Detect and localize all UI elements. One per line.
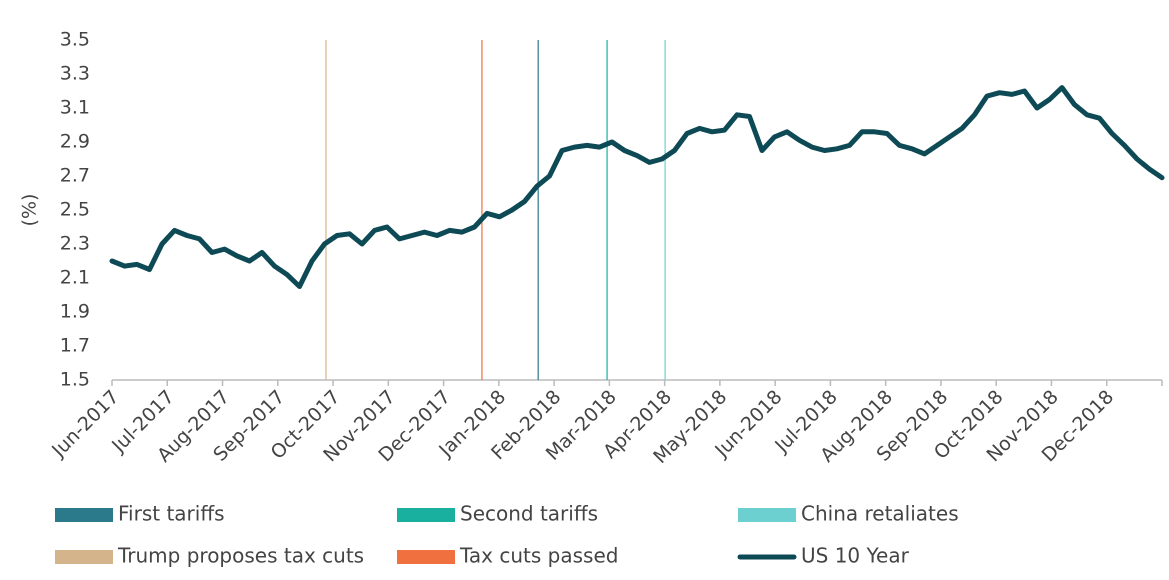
y-tick-label: 1.7 bbox=[60, 335, 90, 357]
legend-swatch bbox=[55, 508, 113, 522]
y-tick-label: 2.9 bbox=[60, 131, 90, 153]
legend-label: First tariffs bbox=[118, 502, 225, 526]
y-tick-label: 3.5 bbox=[60, 29, 90, 51]
y-tick-label: 2.5 bbox=[60, 199, 90, 221]
legend-swatch bbox=[738, 508, 796, 522]
y-tick-label: 3.1 bbox=[60, 97, 90, 119]
y-tick-label: 3.3 bbox=[60, 63, 90, 85]
legend-swatch bbox=[55, 550, 113, 564]
legend-swatch bbox=[397, 550, 455, 564]
x-tick-label: Jun-2017 bbox=[47, 386, 123, 462]
legend-label: Tax cuts passed bbox=[459, 544, 618, 568]
series-line bbox=[109, 85, 1165, 289]
legend-label: China retaliates bbox=[801, 502, 959, 526]
legend-swatch bbox=[397, 508, 455, 522]
y-tick-label: 1.9 bbox=[60, 301, 90, 323]
y-tick-label: 1.5 bbox=[60, 369, 90, 391]
y-tick-label: 2.1 bbox=[60, 267, 90, 289]
legend-label: US 10 Year bbox=[801, 544, 910, 568]
y-tick-label: 2.3 bbox=[60, 233, 90, 255]
legend-label: Second tariffs bbox=[460, 502, 598, 526]
legend-label: Trump proposes tax cuts bbox=[117, 544, 364, 568]
y-axis-label: (%) bbox=[19, 194, 41, 227]
y-tick-label: 2.7 bbox=[60, 165, 90, 187]
